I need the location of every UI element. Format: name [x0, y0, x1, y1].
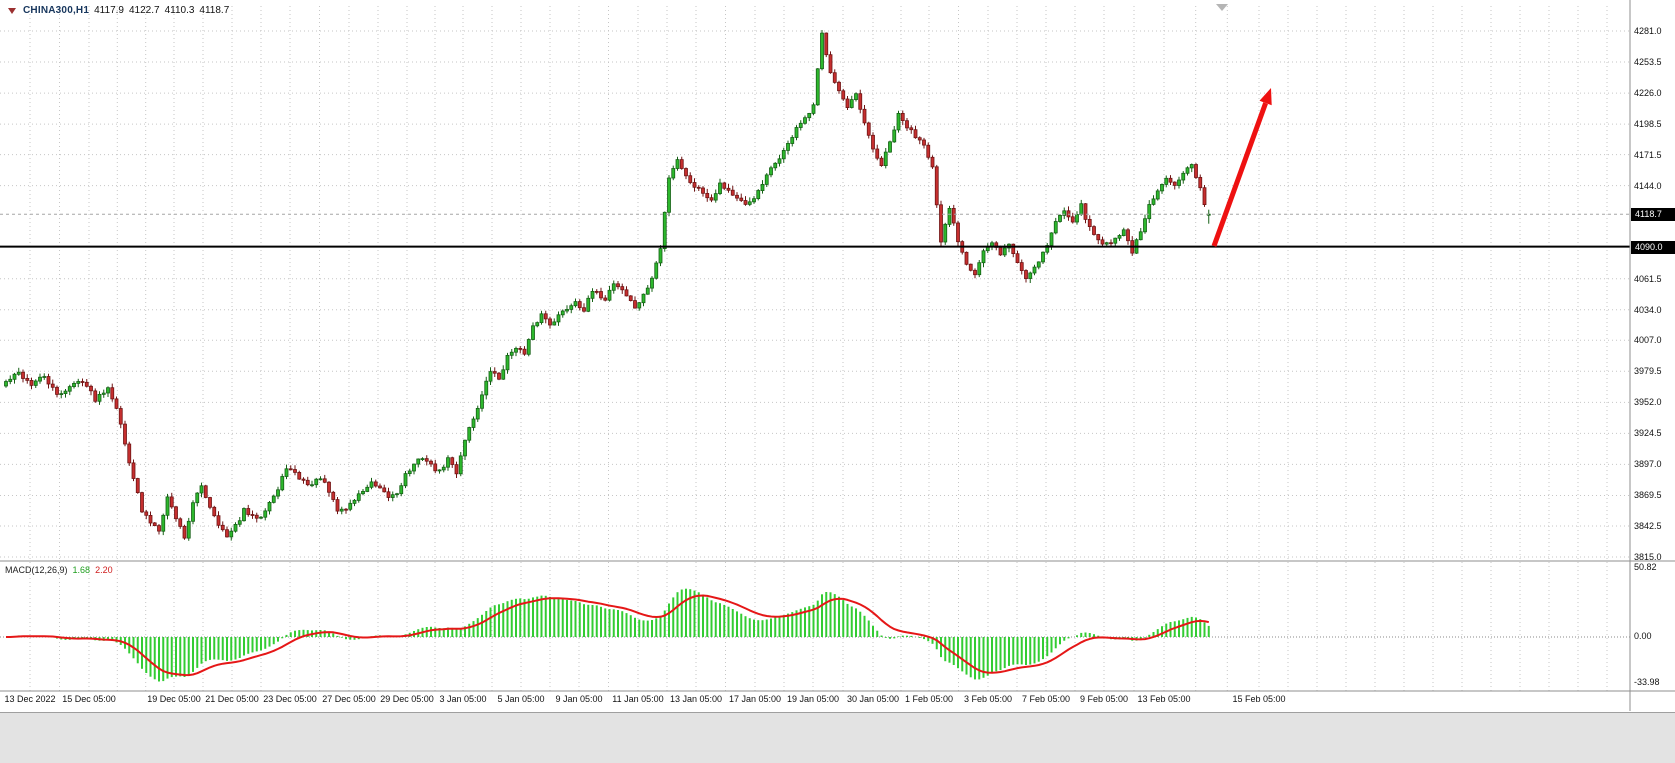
time-axis-label: 9 Jan 05:00	[555, 694, 603, 704]
current-price-tag: 4118.7	[1631, 208, 1675, 221]
time-axis-label: 1 Feb 05:00	[904, 694, 954, 704]
macd-name: MACD(12,26,9)	[5, 565, 68, 575]
macd-signal-value: 2.20	[95, 565, 113, 575]
time-axis-label: 21 Dec 05:00	[205, 694, 259, 704]
price-axis-label: 3815.0	[1634, 552, 1662, 562]
macd-histogram	[9, 588, 1210, 682]
price-axis-label: 4226.0	[1634, 88, 1662, 98]
time-axis-label: 23 Dec 05:00	[263, 694, 317, 704]
price-axis-label: 4034.0	[1634, 305, 1662, 315]
macd-axis-label: -33.98	[1634, 677, 1660, 687]
hline-price-tag: 4090.0	[1631, 241, 1675, 254]
price-axis-label: 3924.5	[1634, 428, 1662, 438]
price-axis-label: 4198.5	[1634, 119, 1662, 129]
time-axis-label: 19 Jan 05:00	[786, 694, 840, 704]
symbol-timeframe: CHINA300,H1	[23, 5, 90, 16]
macd-indicator-label: MACD(12,26,9) 1.68 2.20	[5, 565, 113, 575]
ohlc-high: 4122.7	[128, 5, 160, 16]
price-axis-label: 4281.0	[1634, 26, 1662, 36]
symbol-marker-icon	[8, 7, 16, 14]
price-axis-label: 4171.5	[1634, 150, 1662, 160]
time-axis-label: 3 Jan 05:00	[439, 694, 487, 704]
price-axis-label: 3897.0	[1634, 459, 1662, 469]
price-axis-label: 4253.5	[1634, 57, 1662, 67]
chart-shift-marker-icon[interactable]	[1216, 4, 1228, 11]
trend-arrow[interactable]	[1211, 88, 1272, 247]
time-axis-label: 13 Dec 2022	[4, 694, 56, 704]
time-axis-label: 13 Jan 05:00	[669, 694, 723, 704]
macd-axis-label: 50.82	[1634, 562, 1657, 572]
ohlc-open: 4117.9	[94, 5, 124, 16]
time-axis-label: 3 Feb 05:00	[963, 694, 1013, 704]
price-axis-label: 3952.0	[1634, 397, 1662, 407]
time-axis-label: 30 Jan 05:00	[846, 694, 900, 704]
time-axis-label: 15 Dec 05:00	[62, 694, 116, 704]
ohlc-low: 4110.3	[164, 5, 195, 16]
price-axis-label: 3842.5	[1634, 521, 1662, 531]
macd-signal-line	[6, 594, 1210, 677]
candlestick-series	[4, 30, 1211, 541]
time-axis-label: 7 Feb 05:00	[1021, 694, 1071, 704]
price-axis-label: 3869.5	[1634, 490, 1662, 500]
macd-axis-label: 0.00	[1634, 631, 1652, 641]
bottom-panel	[0, 712, 1675, 763]
price-axis-label: 4144.0	[1634, 181, 1662, 191]
time-axis-label: 9 Feb 05:00	[1079, 694, 1129, 704]
time-axis-label: 27 Dec 05:00	[322, 694, 376, 704]
time-axis-label: 11 Jan 05:00	[612, 694, 664, 704]
time-axis-label: 5 Jan 05:00	[497, 694, 545, 704]
time-axis-label: 19 Dec 05:00	[147, 694, 201, 704]
chart-header: CHINA300,H1 4117.9 4122.7 4110.3 4118.7	[8, 5, 229, 16]
time-axis-label: 13 Feb 05:00	[1137, 694, 1191, 704]
price-axis-label: 3979.5	[1634, 366, 1662, 376]
time-axis-label: 15 Feb 05:00	[1232, 694, 1286, 704]
price-axis-label: 4007.0	[1634, 335, 1662, 345]
ohlc-close: 4118.7	[199, 5, 230, 16]
time-axis-label: 29 Dec 05:00	[380, 694, 434, 704]
price-axis-label: 4061.5	[1634, 274, 1662, 284]
macd-main-value: 1.68	[72, 565, 91, 575]
time-axis-label: 17 Jan 05:00	[728, 694, 782, 704]
